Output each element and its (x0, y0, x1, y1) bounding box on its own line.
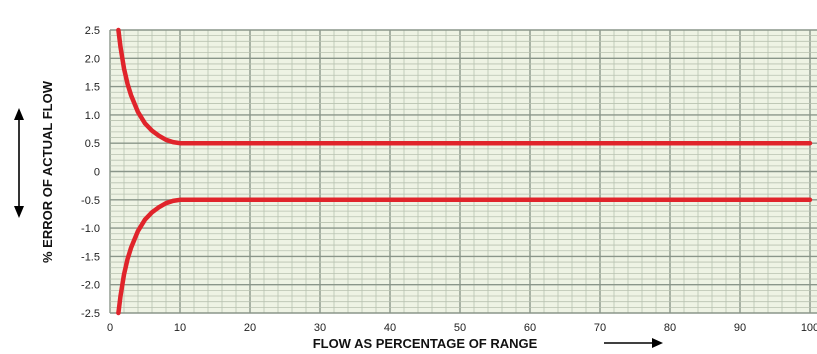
x-tick-label: 90 (734, 322, 746, 334)
x-axis-label: FLOW AS PERCENTAGE OF RANGE (313, 336, 538, 351)
y-tick-label: 0.5 (85, 138, 100, 150)
y-tick-label: 1.0 (85, 110, 100, 122)
x-tick-label: 10 (174, 322, 186, 334)
x-tick-label: 50 (454, 322, 466, 334)
lower-error-curve (116, 197, 813, 316)
y-tick-label: 2.5 (85, 25, 100, 37)
x-tick-label: 60 (524, 322, 536, 334)
x-tick-label: 20 (244, 322, 256, 334)
x-tick-label: 80 (664, 322, 676, 334)
x-tick-label: 30 (314, 322, 326, 334)
x-tick-label: 40 (384, 322, 396, 334)
x-tick-label: 100 (801, 322, 817, 334)
x-axis-arrow (604, 338, 663, 348)
y-tick-label: 2.0 (85, 53, 100, 65)
upper-error-curve (116, 27, 813, 146)
y-tick-label: -1.5 (81, 251, 100, 263)
y-tick-labels: 2.5 2.0 1.5 1.0 0.5 0 -0.5 -1.0 -1.5 -2.0 -2.5 (81, 25, 100, 320)
y-axis-label: % ERROR OF ACTUAL FLOW (40, 80, 55, 263)
x-tick-labels: 0 10 20 30 40 50 60 70 80 90 100 (107, 322, 817, 334)
y-axis-arrow (14, 108, 24, 218)
y-tick-label: -2.5 (81, 308, 100, 320)
y-tick-label: 0 (94, 167, 100, 179)
x-tick-label: 70 (594, 322, 606, 334)
y-tick-label: -2.0 (81, 280, 100, 292)
y-tick-label: 1.5 (85, 82, 100, 94)
y-tick-label: -1.0 (81, 223, 100, 235)
series-group (116, 27, 813, 316)
y-tick-label: -0.5 (81, 195, 100, 207)
x-tick-label: 0 (107, 322, 113, 334)
